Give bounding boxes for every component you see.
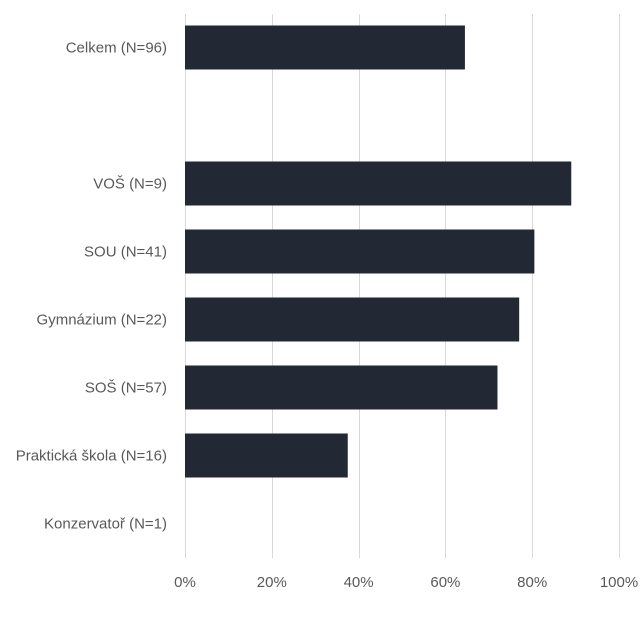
x-tick-label: 0%	[174, 574, 196, 591]
category-labels: Celkem (N=96) VOŠ (N=9) SOU (N=41) Gymnáziu…	[16, 40, 167, 533]
x-axis-tick-labels: 0% 20% 40% 60% 80% 100%	[174, 574, 638, 591]
category-label: Konzervatoř (N=1)	[44, 516, 167, 533]
category-label: SOŠ (N=57)	[85, 380, 167, 397]
bar	[185, 433, 348, 478]
x-tick-label: 80%	[517, 574, 547, 591]
category-label: SOU (N=41)	[84, 244, 167, 261]
bar	[185, 365, 498, 410]
bar	[185, 297, 520, 342]
bar	[185, 229, 535, 274]
category-label: Celkem (N=96)	[66, 40, 167, 57]
bar	[185, 161, 572, 206]
category-label: Praktická škola (N=16)	[16, 448, 167, 465]
x-tick-label: 40%	[344, 574, 374, 591]
bars	[185, 25, 572, 478]
x-tick-label: 100%	[600, 574, 638, 591]
x-tick-label: 20%	[257, 574, 287, 591]
x-tick-label: 60%	[430, 574, 460, 591]
category-label: VOŠ (N=9)	[93, 176, 167, 193]
category-label: Gymnázium (N=22)	[37, 312, 167, 329]
bar	[185, 25, 465, 70]
